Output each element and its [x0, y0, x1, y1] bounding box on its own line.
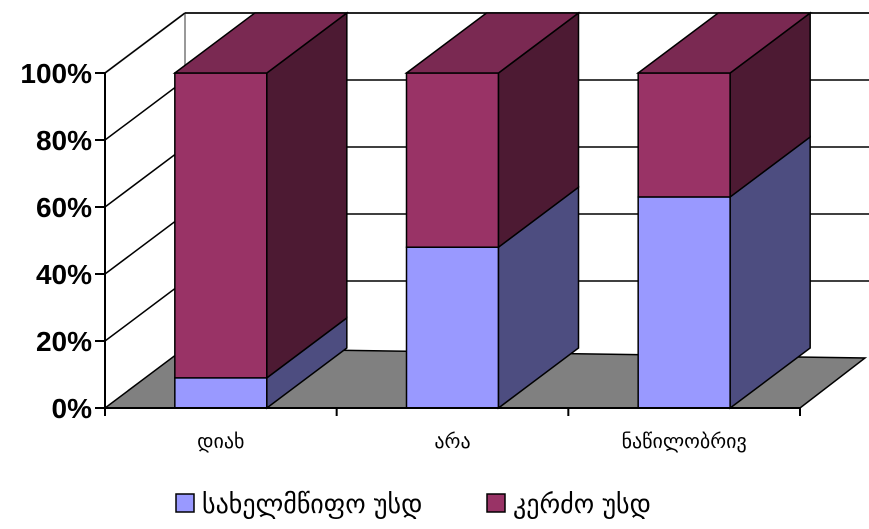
legend: სახელმწიფო უსდ კერძო უსდ: [175, 490, 651, 520]
x-tick-label: დიახ: [197, 429, 244, 453]
gridline-side: [104, 12, 186, 74]
legend-label: კერძო უსდ: [513, 490, 651, 520]
x-axis-labels: დიახ არა ნაწილობრივ: [197, 429, 747, 453]
legend-item: სახელმწიფო უსდ: [175, 490, 422, 520]
x-tick-label: ნაწილობრივ: [622, 429, 747, 453]
bar-stack: [404, 11, 581, 410]
bar-top-face: [635, 12, 813, 74]
bar-segment: [404, 11, 581, 249]
y-tick-label: 0%: [52, 393, 93, 424]
bar-segment: [637, 135, 811, 410]
legend-item: კერძო უსდ: [486, 490, 651, 520]
bar-front-face: [637, 72, 731, 198]
bar-top-face: [404, 12, 581, 74]
bar-front-face: [637, 196, 731, 409]
bar-segment: [405, 185, 580, 410]
bar-front-face: [405, 72, 500, 248]
y-tick-label: 20%: [36, 326, 92, 357]
bar-stack: [172, 11, 350, 410]
y-tick-label: 100%: [20, 58, 92, 89]
bar-front-face: [405, 246, 500, 409]
bar-side-face: [266, 11, 348, 380]
bar-front-face: [174, 72, 268, 379]
bar-stack: [635, 11, 813, 410]
bar-segment: [172, 11, 350, 380]
legend-label: სახელმწიფო უსდ: [202, 490, 422, 520]
legend-swatch: [486, 493, 506, 513]
y-tick-label: 60%: [36, 192, 92, 223]
gridline-side: [104, 146, 186, 208]
bars: [172, 11, 813, 410]
gridline-side: [104, 213, 186, 275]
bar-front-face: [174, 377, 268, 409]
legend-swatch: [175, 493, 195, 513]
y-tick-label: 40%: [36, 259, 92, 290]
gridline-side: [104, 79, 186, 141]
x-tick-label: არა: [434, 429, 470, 453]
gridline-side: [104, 280, 186, 342]
bar-segment: [635, 11, 813, 199]
bar-top-face: [172, 12, 350, 74]
y-axis: 0% 20% 40% 60% 80% 100%: [20, 58, 801, 424]
y-tick-label: 80%: [36, 125, 92, 156]
